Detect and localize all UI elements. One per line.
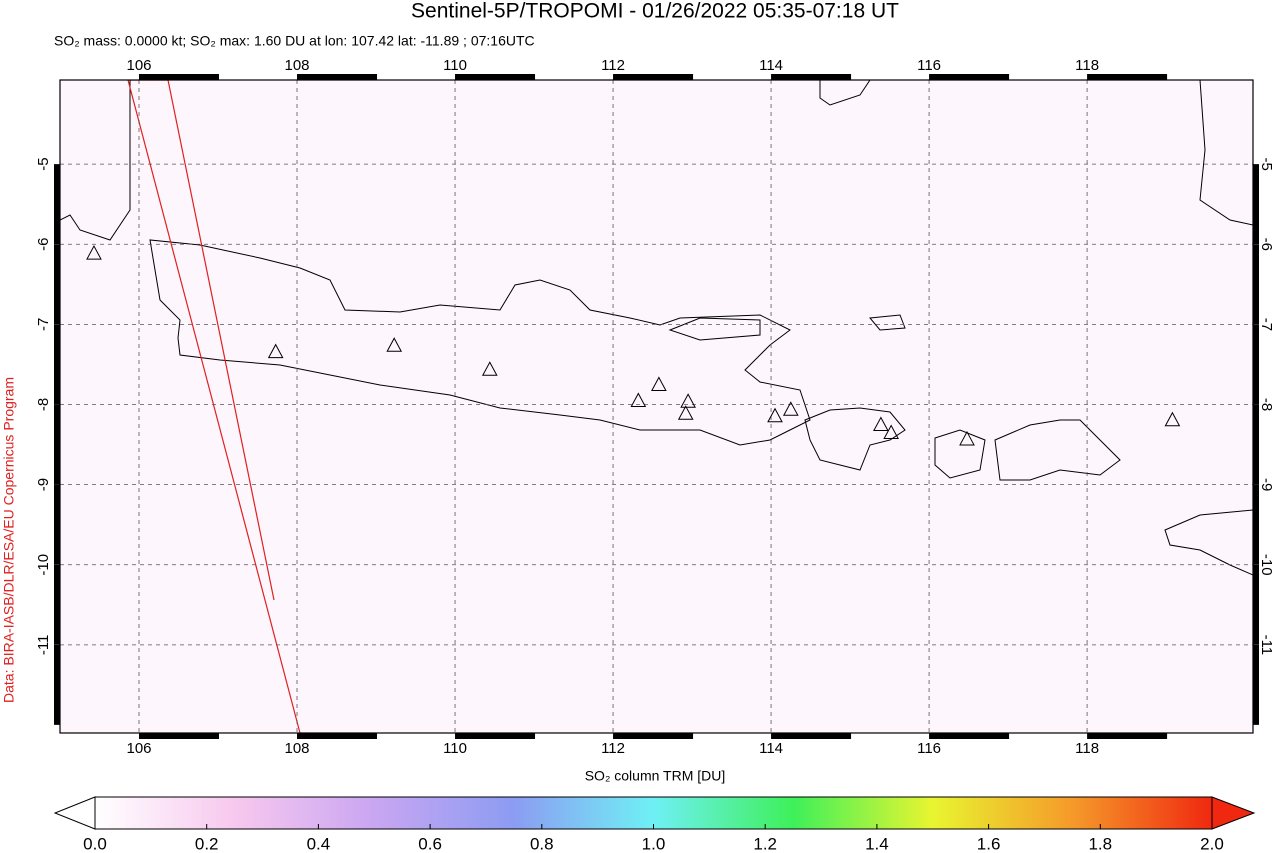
credit: Data: BIRA-IASB/DLR/ESA/EU Copernicus Pr… (1, 377, 17, 703)
tick-bar (929, 733, 1010, 739)
colorbar-tick-label: 0.8 (530, 834, 554, 853)
y-tick-label-right: -7 (1258, 318, 1272, 331)
y-tick-label-left: -6 (35, 238, 52, 251)
volcano (386, 337, 403, 352)
x-tick-label-bottom: 118 (1075, 740, 1099, 757)
y-tick-label-right: -8 (1258, 398, 1272, 411)
title: Sentinel-5P/TROPOMI - 01/26/2022 05:35-0… (411, 0, 899, 23)
tick-bar (1253, 324, 1259, 405)
subtitle: SO₂ mass: 0.0000 kt; SO₂ max: 1.60 DU at… (54, 33, 535, 49)
tick-bar (54, 644, 60, 725)
tick-bar (771, 733, 852, 739)
tick-bar (1253, 644, 1259, 725)
x-tick-label-top: 112 (601, 57, 625, 74)
tick-bar (139, 74, 220, 80)
colorbar-tick-label: 1.4 (865, 834, 889, 853)
tick-bar (455, 74, 536, 80)
x-tick-label-bottom: 108 (285, 740, 310, 757)
colorbar: 0.0 0.2 0.4 0.6 0.8 1.0 1.2 1.4 1.6 1.8 2.0 (53, 796, 1256, 853)
coastlines (60, 80, 1253, 576)
orbit-swath-edges (127, 80, 301, 733)
x-tick-label-bottom: 112 (601, 740, 625, 757)
volcano (677, 405, 694, 420)
colorbar-low-arrow (53, 796, 96, 830)
map-background (60, 80, 1253, 733)
tick-bar (54, 244, 60, 325)
x-tick-label-top: 116 (917, 57, 941, 74)
colorbar-gradient (94, 796, 1213, 830)
x-tick-label-top: 114 (759, 57, 783, 74)
y-tick-label-left: -11 (35, 635, 52, 656)
colorbar-tick-label: 0.6 (418, 834, 442, 853)
colorbar-tick-label: 1.2 (753, 834, 777, 853)
volcano (782, 401, 799, 416)
tick-bar (771, 74, 852, 80)
colorbar-tick-label: 0.4 (307, 834, 331, 853)
y-tick-label-right: -6 (1258, 238, 1272, 251)
tick-bar (297, 733, 378, 739)
volcano (630, 392, 647, 407)
colorbar-tick-label: 0.0 (83, 834, 107, 853)
volcano (959, 430, 975, 446)
y-tick-label-right: -11 (1258, 635, 1272, 656)
volcano (651, 376, 667, 391)
volcano (883, 424, 899, 440)
volcano (680, 393, 696, 408)
volcano (267, 343, 284, 359)
x-tick-label-bottom: 114 (759, 740, 783, 757)
y-tick-label-left: -8 (35, 398, 52, 411)
volcano (86, 245, 102, 260)
x-tick-label-bottom: 110 (443, 740, 467, 757)
x-tick-label-top: 108 (285, 57, 310, 74)
volcano (1164, 411, 1181, 427)
tick-bar (613, 74, 694, 80)
tick-bar (1087, 733, 1168, 739)
map-area (60, 80, 1253, 733)
tick-bar (1087, 74, 1168, 80)
volcano (481, 361, 498, 376)
x-tick-label-top: 110 (443, 57, 467, 74)
y-tick-label-right: -9 (1258, 478, 1272, 491)
y-tick-label-right: -5 (1258, 157, 1272, 170)
volcano (767, 407, 783, 423)
tick-bar (613, 733, 694, 739)
y-tick-label-left: -9 (35, 478, 52, 491)
tick-bar (1253, 244, 1259, 325)
colorbar-tick-label: 2.0 (1200, 834, 1224, 853)
tick-bar (54, 564, 60, 645)
colorbar-tick-label: 1.8 (1088, 834, 1112, 853)
x-tick-label-top: 106 (126, 57, 151, 74)
tick-bar (455, 733, 536, 739)
y-tick-label-right: -10 (1258, 554, 1272, 576)
volcano (873, 416, 889, 432)
y-tick-label-left: -7 (35, 318, 52, 331)
colorbar-high-arrow (1211, 796, 1256, 830)
tick-bar (1253, 484, 1259, 565)
tick-bar (1253, 404, 1259, 485)
colorbar-tick-label: 1.0 (642, 834, 666, 853)
colorbar-label: SO₂ column TRM [DU] (585, 768, 726, 784)
tick-bar (54, 404, 60, 485)
tick-bar (54, 324, 60, 405)
tick-bar (139, 733, 220, 739)
tick-bar (297, 74, 378, 80)
colorbar-tick-label: 0.2 (195, 834, 219, 853)
x-tick-label-bottom: 106 (126, 740, 151, 757)
tick-bar (1253, 164, 1259, 245)
tick-bar (929, 74, 1010, 80)
colorbar-tick-label: 1.6 (977, 834, 1001, 853)
tick-bar (54, 164, 60, 245)
x-tick-label-bottom: 116 (917, 740, 941, 757)
tick-bar (54, 484, 60, 565)
y-tick-label-left: -10 (35, 554, 52, 576)
y-tick-label-left: -5 (35, 157, 52, 170)
tick-bar (1253, 564, 1259, 645)
x-tick-label-top: 118 (1075, 57, 1099, 74)
